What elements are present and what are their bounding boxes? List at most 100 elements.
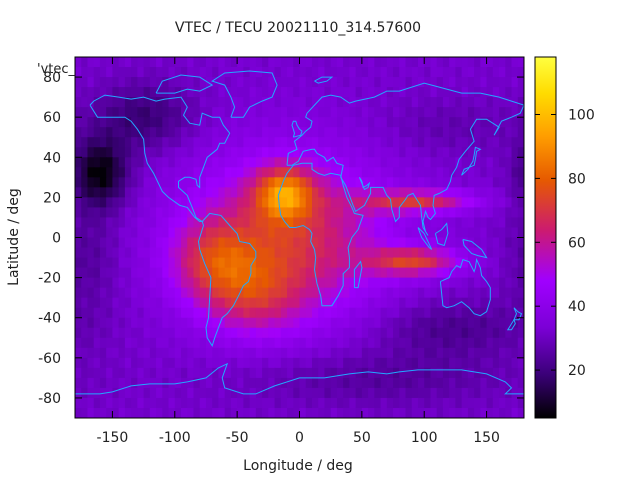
- heatmap-cell: [430, 127, 438, 138]
- heatmap-cell: [399, 337, 407, 349]
- heatmap-cell: [143, 387, 151, 399]
- heatmap-cell: [430, 77, 438, 88]
- heatmap-cell: [424, 267, 432, 279]
- heatmap-cell: [199, 277, 207, 289]
- heatmap-cell: [287, 57, 294, 68]
- heatmap-cell: [249, 357, 257, 369]
- heatmap-cell: [486, 297, 494, 309]
- coastline-australia: [439, 257, 491, 317]
- heatmap-cell: [230, 77, 238, 88]
- heatmap-cell: [505, 257, 513, 269]
- heatmap-cell: [262, 107, 269, 118]
- heatmap-cell: [374, 217, 382, 229]
- heatmap-cell: [143, 137, 151, 148]
- heatmap-cell: [405, 77, 413, 88]
- heatmap-cell: [81, 87, 89, 98]
- heatmap-cell: [449, 377, 457, 389]
- heatmap-cell: [181, 287, 188, 299]
- heatmap-cell: [187, 157, 195, 168]
- heatmap-cell: [430, 327, 438, 339]
- heatmap-cell: [511, 67, 519, 78]
- heatmap-cell: [174, 197, 182, 209]
- heatmap-cell: [480, 337, 488, 349]
- heatmap-cell: [417, 57, 425, 68]
- heatmap-cell: [87, 147, 95, 158]
- heatmap-cell: [174, 147, 182, 158]
- heatmap-cell: [436, 237, 444, 249]
- heatmap-cell: [224, 167, 232, 178]
- heatmap-cell: [81, 67, 89, 78]
- heatmap-cell: [293, 217, 301, 229]
- heatmap-cell: [268, 367, 276, 379]
- heatmap-cell: [336, 147, 344, 158]
- heatmap-cell: [336, 367, 344, 379]
- heatmap-cell: [181, 67, 188, 78]
- heatmap-cell: [168, 167, 176, 178]
- heatmap-cell: [474, 277, 481, 289]
- heatmap-cell: [424, 217, 432, 229]
- heatmap-cell: [262, 197, 269, 209]
- heatmap-cell: [293, 287, 301, 299]
- heatmap-cell: [411, 117, 419, 128]
- heatmap-cell: [442, 107, 450, 118]
- heatmap-cell: [436, 257, 444, 269]
- heatmap-cell: [131, 407, 138, 418]
- heatmap-cell: [162, 347, 170, 359]
- heatmap-cell: [212, 277, 220, 289]
- heatmap-cell: [299, 207, 307, 219]
- heatmap-cell: [386, 317, 394, 329]
- heatmap-cell: [212, 297, 220, 309]
- heatmap-cell: [355, 247, 363, 259]
- heatmap-cell: [355, 347, 363, 359]
- heatmap-cell: [349, 347, 357, 359]
- heatmap-cell: [399, 87, 407, 98]
- heatmap-cell: [299, 367, 307, 379]
- heatmap-cell: [336, 217, 344, 229]
- heatmap-cell: [280, 267, 288, 279]
- heatmap-cell: [336, 237, 344, 249]
- heatmap-cell: [181, 367, 188, 379]
- heatmap-cell: [193, 117, 201, 128]
- heatmap-cell: [324, 377, 332, 389]
- heatmap-cell: [280, 367, 288, 379]
- heatmap-cell: [162, 267, 170, 279]
- heatmap-cell: [99, 147, 107, 158]
- heatmap-cell: [218, 197, 226, 209]
- heatmap-cell: [511, 337, 519, 349]
- heatmap-cell: [230, 197, 238, 209]
- heatmap-cell: [149, 387, 157, 399]
- heatmap-cell: [287, 367, 294, 379]
- heatmap-cell: [249, 127, 257, 138]
- heatmap-cell: [393, 107, 400, 118]
- heatmap-cell: [436, 247, 444, 259]
- heatmap-cell: [99, 237, 107, 249]
- heatmap-cell: [268, 357, 276, 369]
- heatmap-cell: [417, 167, 425, 178]
- heatmap-cell: [193, 87, 201, 98]
- heatmap-cell: [480, 397, 488, 409]
- heatmap-cell: [442, 247, 450, 259]
- heatmap-cell: [486, 387, 494, 399]
- heatmap-cell: [224, 387, 232, 399]
- heatmap-cell: [486, 237, 494, 249]
- heatmap-cell: [181, 407, 188, 418]
- heatmap-cell: [305, 327, 313, 339]
- heatmap-cell: [293, 377, 301, 389]
- heatmap-cell: [293, 77, 301, 88]
- heatmap-cell: [467, 317, 475, 329]
- heatmap-cell: [324, 177, 332, 188]
- heatmap-cell: [455, 227, 463, 239]
- heatmap-cell: [193, 327, 201, 339]
- heatmap-cell: [199, 397, 207, 409]
- heatmap-cell: [162, 287, 170, 299]
- heatmap-cell: [430, 187, 438, 198]
- heatmap-cell: [386, 157, 394, 168]
- heatmap-cell: [137, 317, 145, 329]
- heatmap-cell: [87, 367, 95, 379]
- heatmap-cell: [174, 77, 182, 88]
- heatmap-cell: [399, 97, 407, 108]
- heatmap-cell: [174, 397, 182, 409]
- heatmap-cell: [137, 277, 145, 289]
- heatmap-cell: [156, 217, 163, 229]
- heatmap-cell: [255, 347, 263, 359]
